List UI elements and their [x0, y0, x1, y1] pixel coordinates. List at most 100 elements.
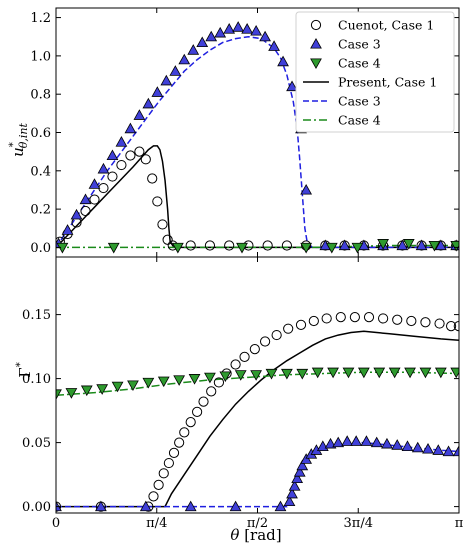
top-point-circle-open [89, 194, 100, 205]
top-point-circle-open [116, 159, 127, 171]
bottom-point-circle-open [163, 457, 174, 469]
top-point-triangle-down [402, 239, 415, 250]
top-point-circle-open [125, 150, 136, 161]
bottom-point-triangle-up [360, 435, 373, 446]
legend: Cuenot, Case 1 Case 3 Case 4 Present, Case … [295, 11, 455, 133]
bottom-markers-triangle-up [56, 435, 459, 512]
bottom-point-triangle-down [450, 367, 459, 379]
legend-entry: Case 3 [303, 94, 381, 109]
xtick-label: 3π/4 [344, 516, 373, 531]
top-point-circle-open [162, 234, 173, 245]
bottom-point-triangle-down [265, 368, 278, 380]
bottom-point-circle-open [259, 336, 271, 347]
bottom-point-triangle-up [184, 500, 197, 512]
bottom-point-triangle-up [288, 480, 301, 491]
bottom-point-triangle-down [388, 367, 401, 379]
top-point-triangle-up [106, 149, 119, 161]
bottom-point-triangle-down [234, 370, 247, 381]
top-point-circle-open [224, 240, 235, 251]
bottom-point-circle-open [445, 321, 457, 332]
bottom-point-triangle-up [391, 439, 404, 450]
bottom-point-circle-open [158, 468, 169, 479]
bottom-point-circle-open [283, 323, 294, 334]
legend-entry: Case 3 [310, 37, 381, 52]
top-point-triangle-down [171, 242, 184, 254]
top-point-triangle-up [415, 239, 428, 251]
top-line-solid [56, 145, 459, 249]
xlabel-unit: [rad] [239, 526, 281, 544]
top-point-triangle-up [205, 30, 218, 42]
legend-entry: Case 4 [303, 113, 381, 128]
x-axis: 0 π/4 π/2 3π/4 π [52, 516, 464, 531]
bottom-point-circle-open [179, 427, 190, 438]
bottom-point-triangle-down [357, 367, 370, 379]
bottom-point-circle-open [308, 315, 319, 327]
bottom-point-triangle-down [296, 368, 309, 380]
bottom-point-triangle-down [404, 367, 416, 379]
bottom-point-triangle-up [401, 440, 414, 452]
top-markers-triangle-down [56, 239, 459, 254]
xtick-label: π [455, 516, 464, 531]
top-point-triangle-up [142, 97, 155, 109]
bottom-point-triangle-up [229, 500, 242, 512]
ylabel-bottom-gamma: Γ [16, 367, 34, 377]
bottom-point-circle-open [378, 313, 389, 324]
top-point-triangle-up [115, 136, 128, 147]
bottom-point-triangle-down [142, 377, 155, 389]
top-point-triangle-down [377, 239, 389, 250]
legend-label: Present, Case 1 [338, 75, 437, 90]
top-point-triangle-up [160, 74, 173, 86]
legend-label: Case 3 [338, 94, 381, 109]
top-ytick-label: 0.8 [30, 88, 51, 103]
x-axis-label: θ [rad] [230, 526, 281, 544]
top-point-triangle-up [124, 122, 137, 134]
bottom-point-circle-open [213, 377, 225, 388]
top-plot-area [56, 21, 459, 254]
top-line-dashed [56, 35, 459, 249]
legend-label: Case 4 [338, 113, 381, 128]
bottom-point-triangle-down [342, 367, 355, 379]
ylabel-top-sub: θ,int [17, 123, 30, 149]
bottom-point-circle-open [434, 318, 445, 329]
top-markers-circle-open [56, 146, 459, 251]
top-point-triangle-up [232, 21, 245, 32]
bottom-point-triangle-down [434, 367, 447, 379]
top-point-triangle-down [351, 242, 364, 254]
bottom-point-triangle-up [432, 444, 445, 455]
bottom-plot-area [56, 312, 459, 512]
bottom-point-circle-open [335, 312, 346, 323]
bottom-point-circle-open [148, 491, 159, 502]
top-point-triangle-up [133, 109, 146, 120]
top-point-triangle-up [277, 55, 289, 67]
legend-marker-triangle-down [310, 58, 322, 70]
top-point-circle-open [147, 173, 158, 184]
bottom-point-triangle-up [350, 435, 363, 446]
bottom-point-circle-open [271, 329, 282, 341]
xtick-label: π/2 [247, 516, 268, 531]
top-point-triangle-up [214, 26, 227, 38]
ylabel-bottom-star: * [15, 362, 26, 367]
top-point-triangle-up [187, 44, 200, 55]
bottom-point-triangle-down [419, 367, 432, 379]
top-ytick-label: 0.6 [30, 126, 51, 141]
bottom-point-triangle-up [139, 500, 152, 512]
top-ytick-label: 0.2 [30, 203, 51, 218]
bottom-point-triangle-up [381, 437, 393, 449]
top-point-triangle-up [97, 162, 110, 174]
bottom-point-circle-open [392, 314, 403, 325]
legend-box [295, 11, 455, 133]
bottom-point-triangle-down [250, 370, 262, 381]
bottom-point-circle-open [349, 312, 360, 323]
top-point-triangle-down [107, 242, 120, 254]
top-point-triangle-down [300, 242, 313, 254]
bottom-point-triangle-down [311, 367, 324, 379]
top-ytick-label: 0.4 [30, 164, 51, 179]
top-markers-triangle-up [56, 21, 459, 251]
top-point-circle-open [281, 240, 293, 251]
bottom-markers-circle-open [56, 312, 459, 512]
top-point-triangle-up [250, 24, 262, 36]
top-point-triangle-up [241, 23, 254, 34]
top-point-circle-open [204, 240, 216, 251]
top-point-triangle-up [151, 86, 164, 97]
legend-marker-triangle-up [310, 37, 322, 49]
